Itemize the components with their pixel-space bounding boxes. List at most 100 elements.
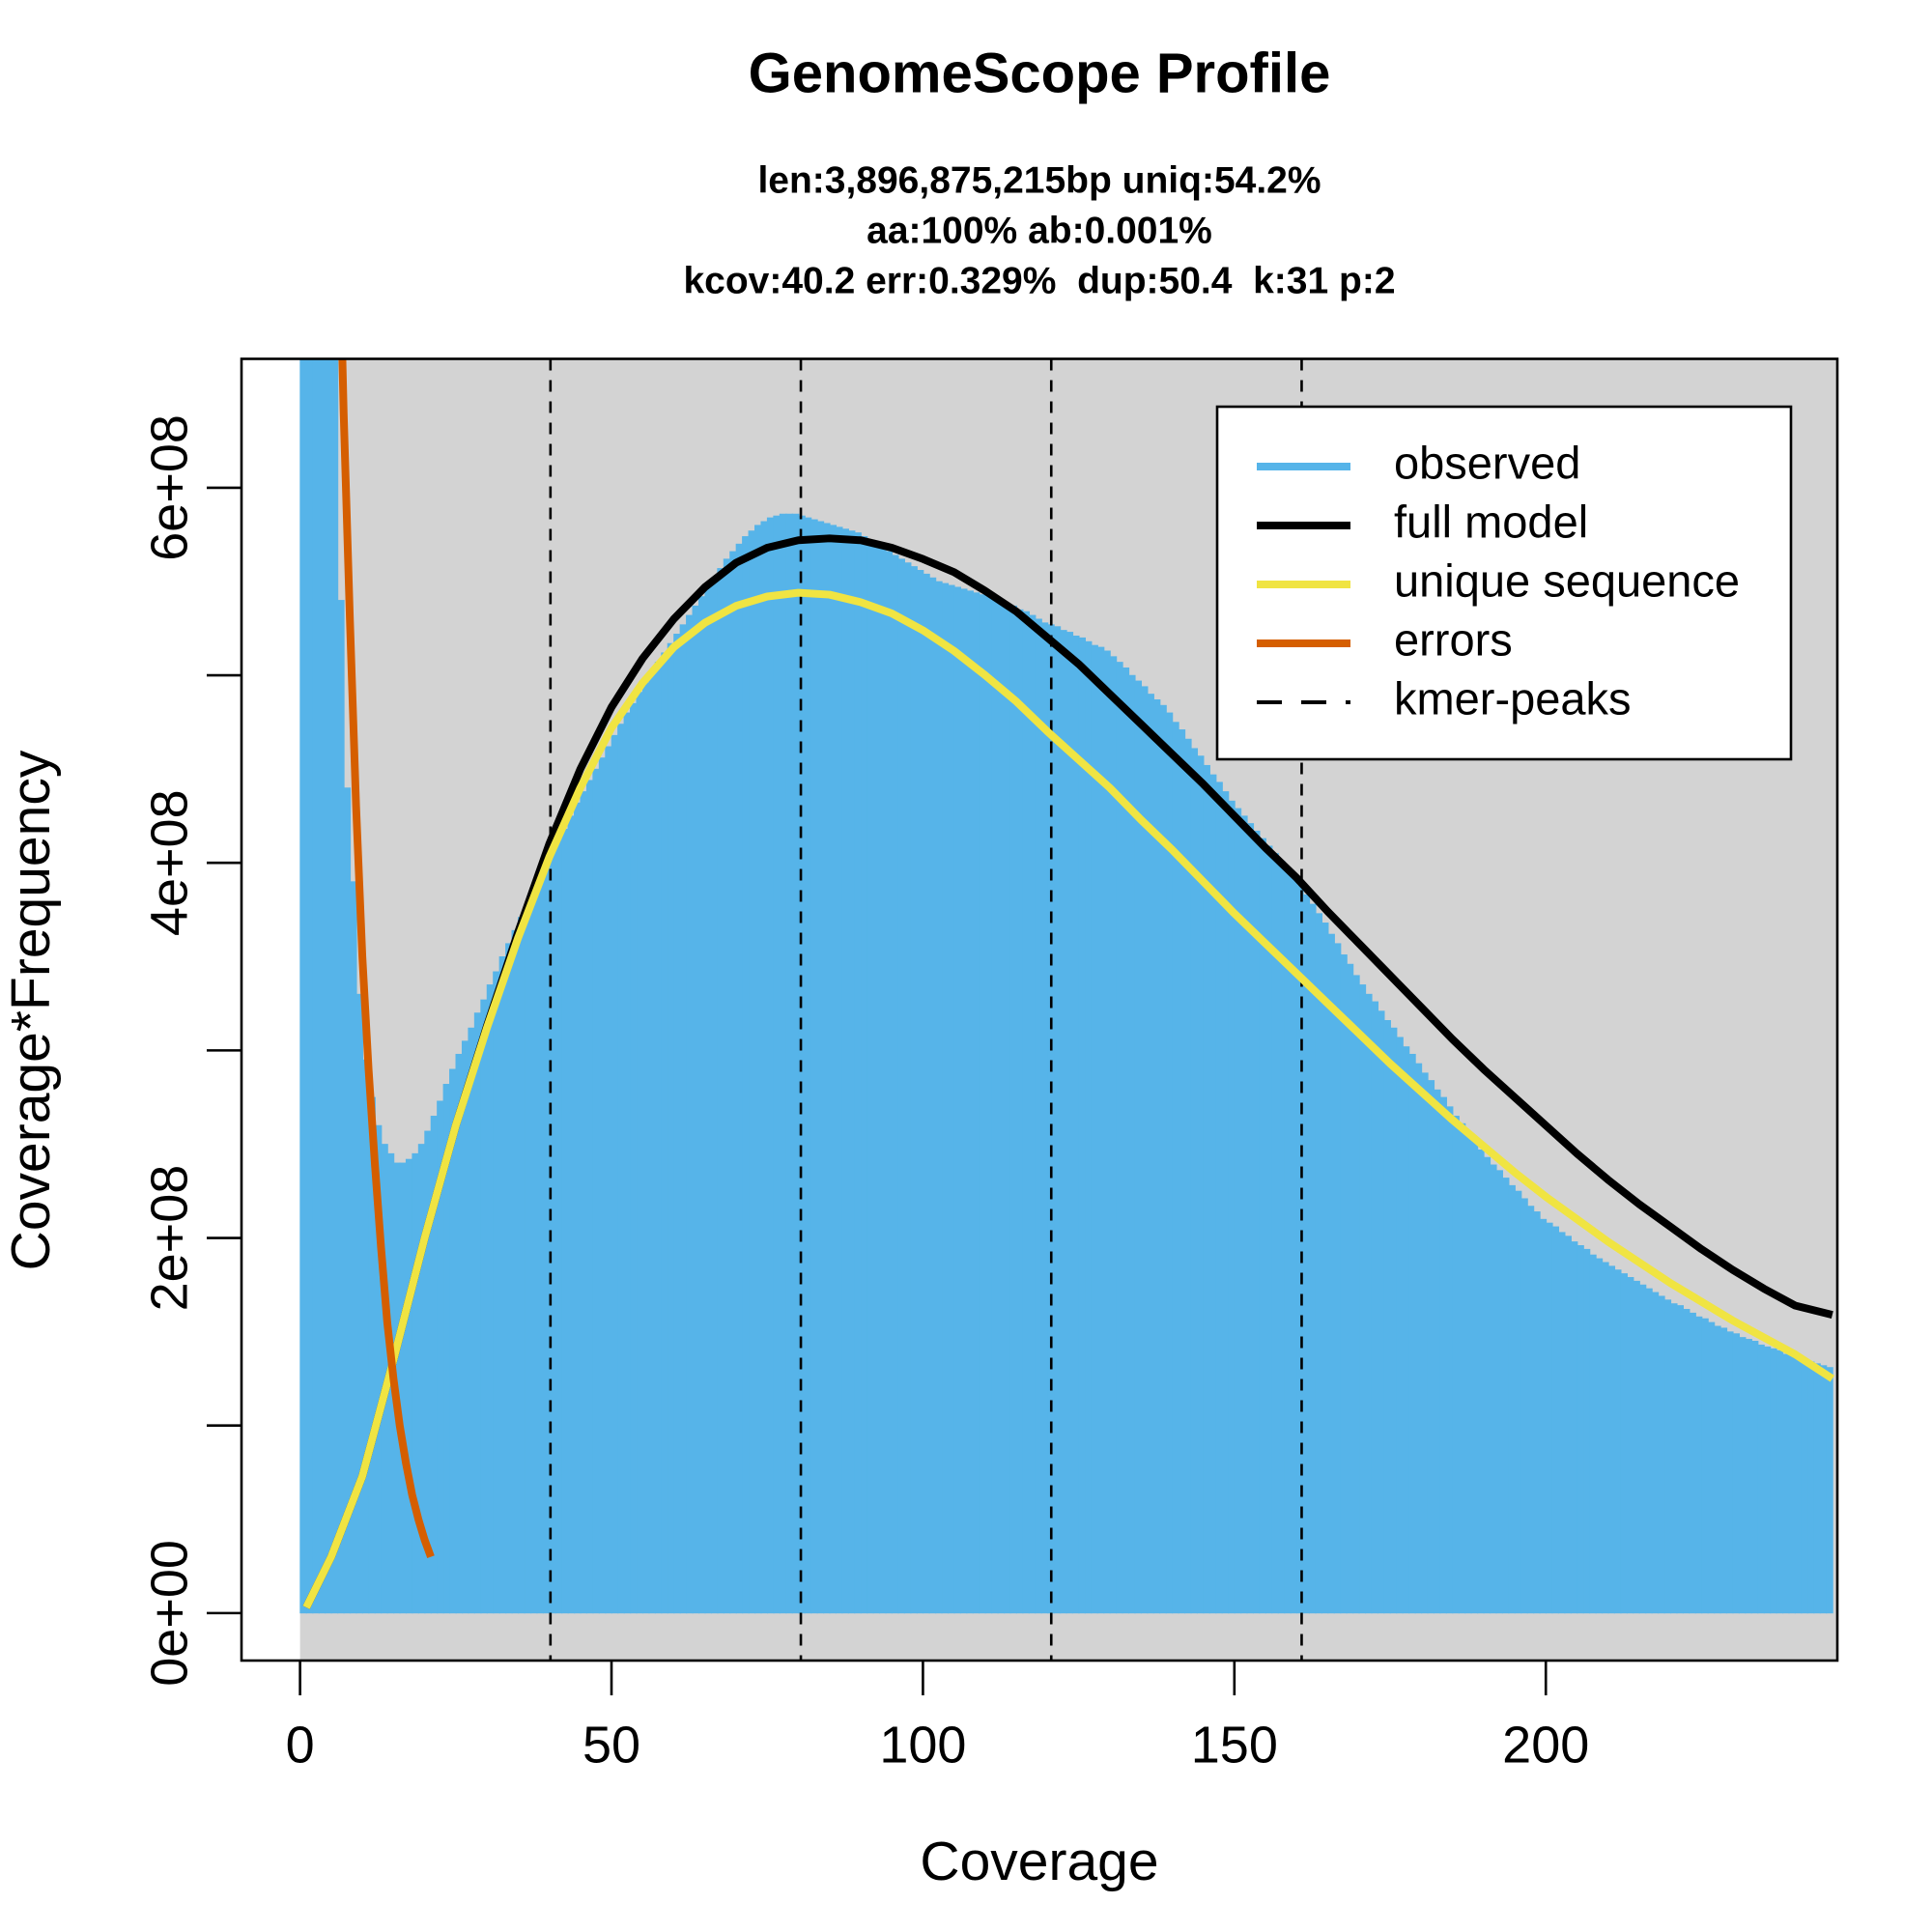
histogram-bar: [1215, 781, 1223, 1614]
histogram-bar: [928, 577, 937, 1614]
histogram-bar: [735, 543, 744, 1614]
histogram-bar: [1826, 1367, 1833, 1614]
histogram-bar: [1633, 1280, 1640, 1614]
histogram-bar: [1464, 1132, 1472, 1614]
histogram-bar: [1290, 875, 1298, 1614]
histogram-bar: [1096, 646, 1105, 1614]
histogram-bar: [959, 588, 968, 1614]
histogram-bar: [1234, 808, 1242, 1614]
chart-title: GenomeScope Profile: [749, 42, 1331, 104]
histogram-bar: [903, 562, 912, 1614]
histogram-bar: [1315, 913, 1322, 1614]
histogram-bar: [1396, 1037, 1404, 1614]
histogram-bar: [1557, 1232, 1566, 1614]
histogram-bar: [754, 525, 762, 1614]
histogram-bar: [1327, 933, 1335, 1614]
histogram-bar: [592, 768, 601, 1614]
histogram-bar: [1794, 1357, 1803, 1614]
histogram-bar: [686, 614, 694, 1614]
histogram-bar: [1669, 1303, 1678, 1614]
histogram-bar: [542, 866, 551, 1614]
histogram-bar: [554, 839, 563, 1614]
histogram-bar: [923, 573, 930, 1614]
histogram-bar: [966, 590, 974, 1614]
histogram-bar: [1389, 1027, 1398, 1614]
histogram-bar: [773, 515, 781, 1614]
histogram-bar: [1221, 791, 1230, 1614]
histogram-bar: [399, 1162, 408, 1614]
histogram-bar: [1539, 1218, 1548, 1614]
histogram-bar: [1477, 1149, 1485, 1614]
histogram-bar: [1776, 1350, 1784, 1614]
y-tick-label: 4e+08: [140, 789, 198, 936]
histogram-bar: [1271, 853, 1279, 1614]
histogram-bar: [1694, 1316, 1703, 1614]
histogram-bar: [748, 530, 756, 1614]
histogram-bar: [524, 903, 532, 1614]
histogram-bar: [511, 929, 520, 1614]
histogram-bar: [1252, 830, 1261, 1614]
histogram-bar: [1427, 1080, 1435, 1614]
histogram-bar: [1732, 1333, 1741, 1614]
histogram-bar: [1439, 1096, 1447, 1614]
histogram-bar: [1564, 1236, 1572, 1614]
histogram-bar: [1770, 1348, 1777, 1614]
histogram-bar: [1078, 637, 1086, 1614]
y-tick-label: 0e+00: [140, 1540, 198, 1687]
histogram-bar: [1445, 1106, 1454, 1614]
histogram-bar: [337, 600, 345, 1614]
histogram-bar: [630, 702, 638, 1614]
x-tick-label: 100: [879, 1716, 966, 1774]
subtitle: aa:100% ab:0.001%: [867, 210, 1212, 251]
histogram-bar: [1819, 1365, 1828, 1614]
histogram-bar: [867, 539, 874, 1614]
histogram-bar: [1028, 614, 1037, 1614]
histogram-bar: [611, 734, 619, 1614]
histogram-bar: [1526, 1206, 1535, 1614]
histogram-bar: [891, 554, 899, 1614]
histogram-bar: [1501, 1178, 1510, 1614]
histogram-bar: [661, 652, 668, 1614]
histogram-bar: [1053, 626, 1062, 1614]
histogram-bar: [1781, 1353, 1790, 1614]
x-axis-label: Coverage: [920, 1831, 1158, 1892]
histogram-bar: [574, 802, 582, 1614]
histogram-bar: [585, 780, 594, 1614]
histogram-bar: [1065, 632, 1074, 1614]
histogram-bar: [692, 605, 700, 1614]
histogram-bar: [529, 891, 538, 1614]
histogram-bar: [1514, 1190, 1522, 1614]
histogram-bar: [1707, 1321, 1716, 1614]
histogram-bar: [1495, 1170, 1503, 1614]
histogram-bar: [1483, 1156, 1492, 1614]
histogram-bar: [1745, 1339, 1752, 1614]
histogram-bar: [729, 551, 737, 1614]
histogram-bar: [1414, 1063, 1423, 1614]
histogram-bar: [1264, 845, 1273, 1614]
histogram-bar: [679, 624, 688, 1614]
histogram-bar: [1551, 1226, 1560, 1614]
histogram-bar: [710, 577, 719, 1614]
histogram-bar: [1109, 656, 1118, 1614]
histogram-bar: [1520, 1198, 1528, 1614]
histogram-bar: [1371, 1001, 1379, 1614]
histogram-bar: [648, 670, 657, 1614]
model-line: [338, 358, 435, 1559]
histogram-bar: [1091, 644, 1098, 1614]
histogram-bar: [1009, 605, 1018, 1614]
histogram-bar: [1239, 815, 1248, 1614]
histogram-bar: [841, 528, 849, 1614]
histogram-bar: [412, 1152, 420, 1614]
legend-label: observed: [1394, 437, 1580, 488]
histogram-bar: [1788, 1355, 1797, 1614]
histogram-bar: [1296, 885, 1304, 1614]
histogram-bar: [343, 787, 352, 1614]
histogram-bar: [1813, 1363, 1821, 1614]
histogram-bar: [405, 1158, 413, 1614]
y-axis-label: Coverage*Frequency: [0, 750, 62, 1270]
histogram-bar: [473, 1012, 482, 1614]
legend-label: unique sequence: [1394, 554, 1740, 606]
histogram-bar: [498, 956, 507, 1614]
histogram-bar: [355, 993, 363, 1614]
histogram-bar: [742, 536, 750, 1614]
